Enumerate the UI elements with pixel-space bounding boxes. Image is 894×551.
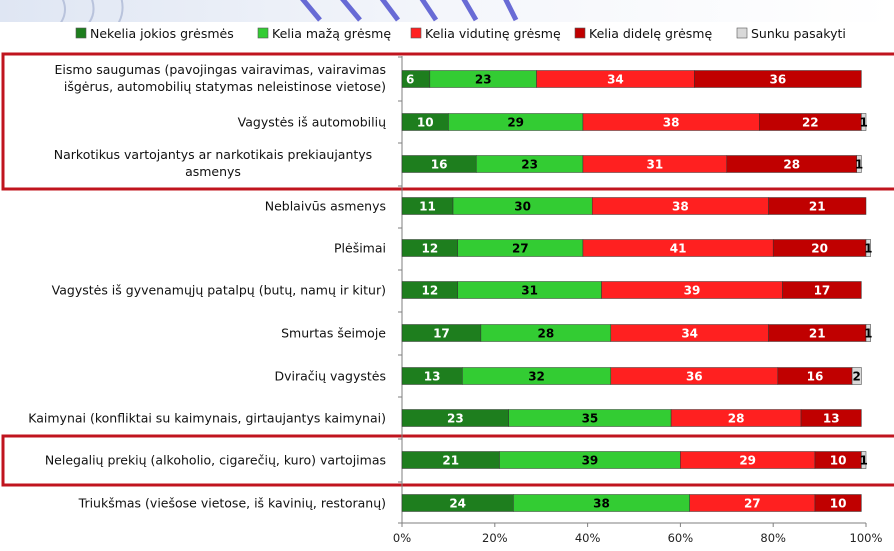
highlight-frame-2 [1, 434, 894, 487]
data-label-r2-s5: 1 [860, 116, 868, 130]
bar-segment-r8-s5 [851, 367, 862, 385]
legend-svg: Nekelia jokios grėsmės Kelia mažą grėsmę K… [75, 26, 846, 41]
x-tick-label-3: 40% [575, 531, 601, 545]
data-label-r11-s1: 24 [449, 497, 466, 511]
category-label-10: Nelegalių prekių (alkoholio, cigarečių, … [45, 453, 386, 468]
data-label-r4-s4: 21 [809, 200, 826, 214]
x-tick-label-4: 60% [668, 531, 694, 545]
category-label-4: Neblaivūs asmenys [265, 199, 386, 214]
legend-label-1: Nekelia jokios grėsmės [90, 26, 234, 41]
data-label-r2-s4: 22 [802, 116, 819, 130]
data-label-r10-s1: 21 [442, 454, 459, 468]
data-label-r5-s5: 1 [864, 242, 872, 256]
data-label-r3-s4: 28 [783, 158, 800, 172]
bar-segment-r4-s4 [768, 197, 867, 215]
data-label-r4-s2: 30 [514, 200, 531, 214]
data-label-r11-s2: 38 [593, 497, 610, 511]
data-label-r8-s3: 36 [686, 370, 703, 384]
legend-label-3: Kelia vidutinę grėsmę [425, 26, 561, 41]
category-label-5: Plėšimai [334, 241, 386, 256]
data-label-r11-s3: 27 [744, 497, 761, 511]
data-label-r4-s1: 11 [419, 200, 436, 214]
data-label-r9-s4: 13 [823, 412, 840, 426]
bar-segment-r10-s5 [861, 451, 867, 469]
data-label-r6-s3: 39 [684, 284, 701, 298]
data-label-r8-s2: 32 [528, 370, 545, 384]
data-label-r9-s1: 23 [447, 412, 464, 426]
legend-label-4: Kelia didelę grėsmę [589, 26, 712, 41]
data-label-r4-s3: 38 [672, 200, 689, 214]
data-label-r3-s2: 23 [521, 158, 538, 172]
data-label-r7-s4: 21 [809, 327, 826, 341]
legend-swatch-2 [257, 27, 269, 39]
data-label-r10-s3: 29 [739, 454, 756, 468]
category-label-7: Smurtas šeimoje [281, 326, 386, 341]
data-label-r8-s1: 13 [424, 370, 441, 384]
legend: Nekelia jokios grėsmės Kelia mažą grėsmę K… [0, 24, 894, 44]
x-tick-label-2: 20% [482, 531, 508, 545]
category-label-1: Eismo saugumas (pavojingas vairavimas, v… [55, 62, 386, 94]
data-label-r3-s5: 1 [855, 158, 863, 172]
highlight-frame-1 [1, 52, 894, 191]
header-decoration [0, 0, 894, 22]
data-label-r1-s4: 36 [769, 73, 786, 87]
legend-swatch-3 [410, 27, 422, 39]
data-label-r7-s3: 34 [681, 327, 698, 341]
data-label-r3-s3: 31 [647, 158, 664, 172]
data-label-r6-s1: 12 [421, 284, 438, 298]
bar-segment-r2-s5 [861, 113, 867, 131]
data-label-r6-s2: 31 [521, 284, 538, 298]
data-label-r1-s1: 6 [406, 73, 414, 87]
bar-segment-r3-s5 [856, 155, 862, 173]
bar-segment-r1-s4 [694, 70, 862, 88]
legend-swatch-4 [574, 27, 586, 39]
data-label-r1-s3: 34 [607, 73, 624, 87]
data-label-r6-s4: 17 [814, 284, 831, 298]
data-label-r2-s1: 10 [417, 116, 434, 130]
category-label-2: Vagystės iš automobilių [238, 115, 386, 130]
data-label-r8-s5: 2 [853, 370, 861, 384]
data-label-r7-s2: 28 [537, 327, 554, 341]
category-label-3: Narkotikus vartojantys ar narkotikais pr… [54, 147, 372, 179]
data-label-r5-s1: 12 [421, 242, 438, 256]
x-tick-label-6: 100% [850, 531, 883, 545]
category-label-9: Kaimynai (konfliktai su kaimynais, girta… [28, 411, 386, 426]
bar-segment-r6-s4 [782, 281, 862, 299]
data-label-r7-s5: 1 [864, 327, 872, 341]
data-label-r7-s1: 17 [433, 327, 450, 341]
data-label-r5-s4: 20 [811, 242, 828, 256]
bar-segment-r7-s5 [865, 324, 871, 342]
x-tick-label-1: 0% [393, 531, 411, 545]
data-label-r2-s3: 38 [663, 116, 680, 130]
x-tick-label-5: 80% [760, 531, 786, 545]
data-label-r11-s4: 10 [830, 497, 847, 511]
legend-label-2: Kelia mažą grėsmę [272, 26, 391, 41]
legend-label-5: Sunku pasakyti [751, 26, 846, 41]
data-label-r5-s3: 41 [670, 242, 687, 256]
data-label-r8-s4: 16 [807, 370, 824, 384]
data-label-r5-s2: 27 [512, 242, 529, 256]
bar-segment-r5-s5 [865, 239, 871, 257]
header-decoration-art [0, 0, 894, 22]
bar-segment-r11-s4 [814, 494, 862, 512]
category-label-8: Dviračių vagystės [274, 369, 386, 384]
data-label-r3-s1: 16 [431, 158, 448, 172]
data-label-r10-s5: 1 [860, 454, 868, 468]
data-label-r1-s2: 23 [475, 73, 492, 87]
data-label-r9-s2: 35 [582, 412, 599, 426]
category-labels-layer: Eismo saugumas (pavojingas vairavimas, v… [28, 62, 386, 511]
data-label-r10-s4: 10 [830, 454, 847, 468]
data-label-r9-s3: 28 [728, 412, 745, 426]
legend-swatch-1 [75, 27, 87, 39]
x-tick-labels-layer: 0% 20% 40% 60% 80% 100% [393, 531, 883, 545]
data-label-r10-s2: 39 [582, 454, 599, 468]
category-label-6: Vagystės iš gyvenamųjų patalpų (butų, na… [52, 283, 386, 298]
data-label-r2-s2: 29 [507, 116, 524, 130]
highlight-frames [1, 52, 894, 487]
bar-segment-r9-s4 [800, 409, 862, 427]
category-label-11: Triukšmas (viešose vietose, iš kavinių, … [78, 496, 386, 511]
legend-swatch-5 [736, 27, 748, 39]
